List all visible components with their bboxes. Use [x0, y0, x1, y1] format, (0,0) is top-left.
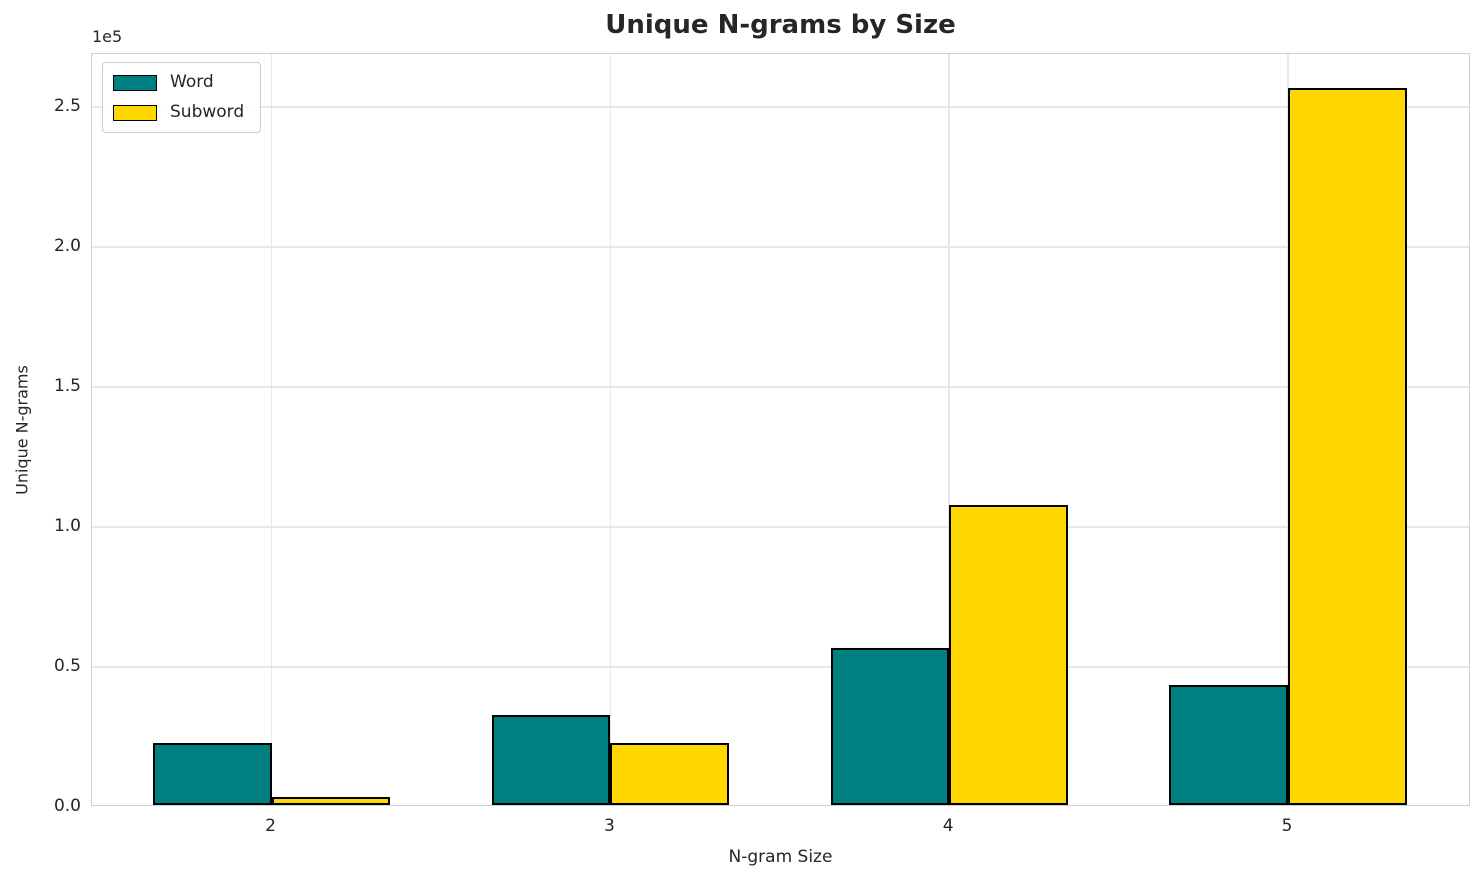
x-tick-label-5: 5: [1281, 816, 1293, 836]
x-tick-label-2: 2: [265, 816, 276, 836]
bar-word-5: [1169, 684, 1289, 805]
y-tick-label-2.0: 2.0: [53, 236, 81, 257]
y-tick-label-0.0: 0.0: [53, 796, 81, 816]
bar-subword-5: [1288, 88, 1407, 805]
x-tick-label-3: 3: [603, 816, 615, 836]
y-tick-label-0.5: 0.5: [53, 656, 81, 677]
subword-swatch-icon: [113, 104, 157, 121]
chart-title: Unique N-grams by Size: [605, 10, 956, 40]
h-gridline-1.0: [92, 526, 1469, 528]
plot-area: Word Subword: [91, 53, 1470, 806]
legend-item-word: Word: [113, 72, 244, 93]
x-axis-label: N-gram Size: [728, 847, 833, 867]
bar-word-2: [152, 743, 272, 805]
legend-label-word: Word: [170, 72, 214, 92]
word-swatch-icon: [113, 74, 157, 91]
bar-subword-4: [949, 505, 1068, 805]
bar-subword-2: [271, 796, 391, 805]
v-gridline-4: [948, 54, 950, 805]
bar-word-4: [830, 648, 950, 805]
legend: Word Subword: [102, 62, 262, 133]
bar-subword-3: [610, 743, 729, 805]
x-tick-label-4: 4: [942, 816, 954, 836]
legend-label-subword: Subword: [170, 102, 245, 122]
v-gridline-2: [270, 54, 273, 805]
h-gridline-0.5: [92, 666, 1469, 668]
y-tick-label-1.0: 1.0: [53, 516, 81, 537]
h-gridline-2.5: [92, 106, 1469, 108]
y-tick-label-1.5: 1.5: [53, 376, 81, 397]
bar-word-3: [491, 715, 611, 805]
legend-item-subword: Subword: [113, 102, 244, 123]
v-gridline-3: [609, 54, 612, 805]
y-axis-offset-text: 1e5: [92, 27, 123, 46]
h-gridline-2.0: [92, 246, 1469, 248]
y-tick-label-2.5: 2.5: [53, 96, 81, 117]
h-gridline-1.5: [92, 386, 1469, 388]
